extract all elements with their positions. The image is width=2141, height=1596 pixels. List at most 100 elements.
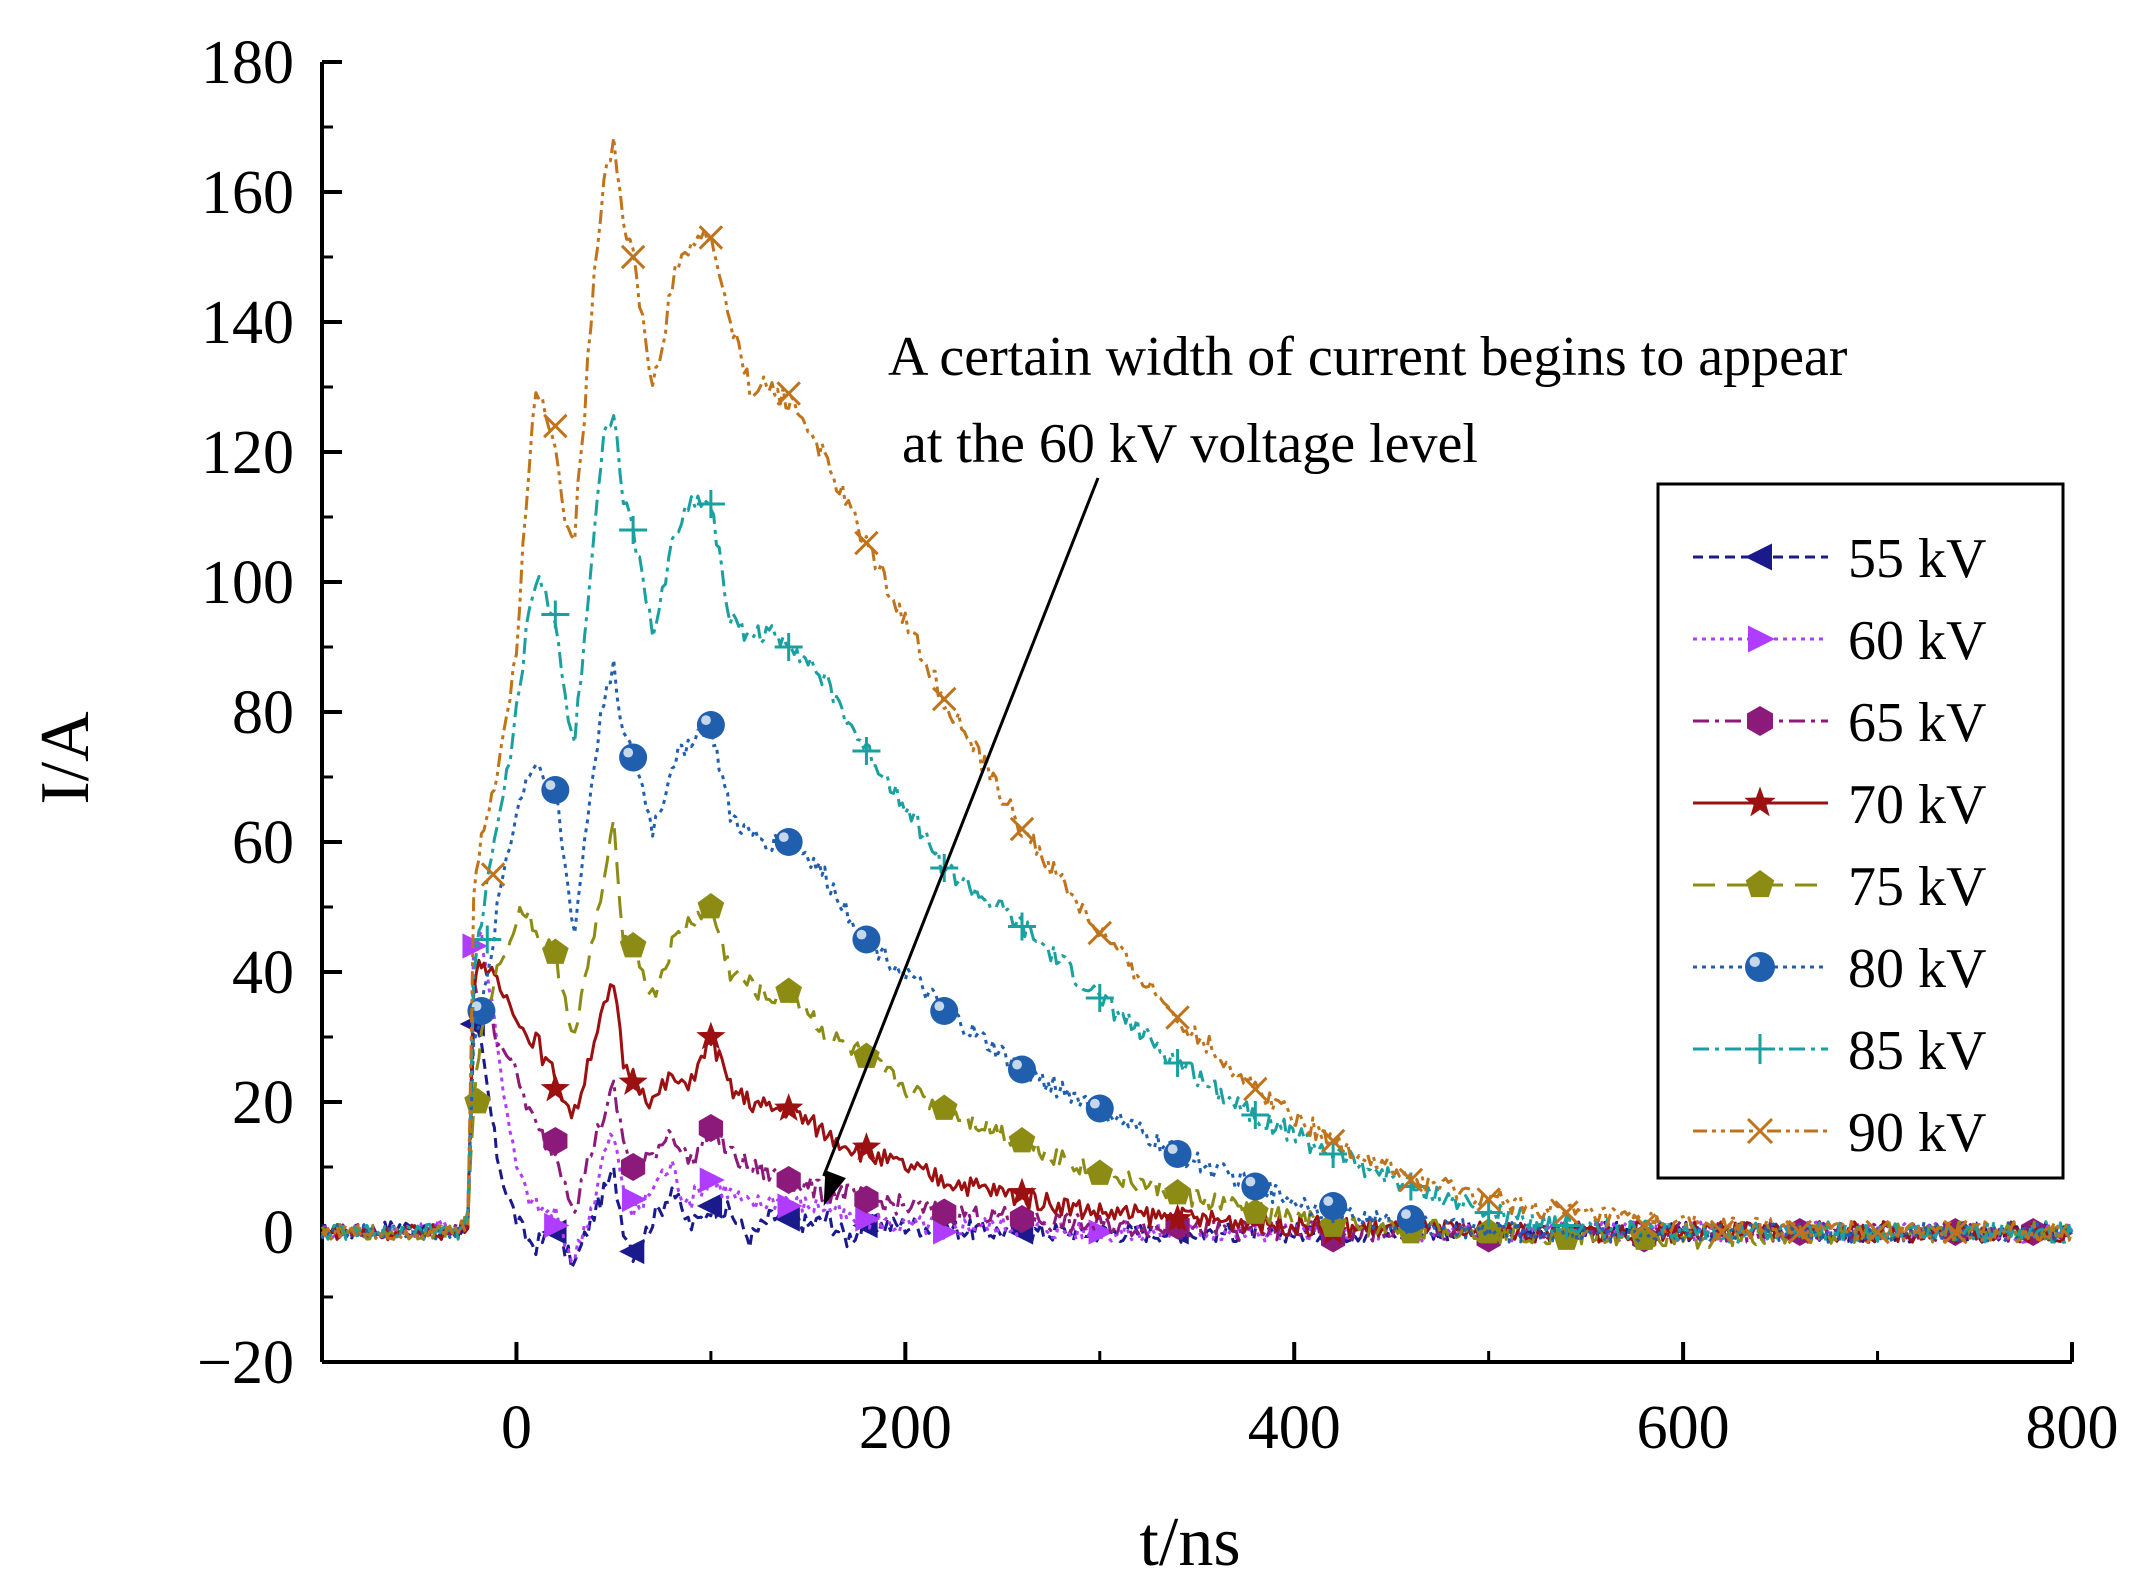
data-point bbox=[1162, 1203, 1193, 1232]
data-point bbox=[854, 1185, 879, 1214]
legend-item: 85 kV bbox=[1693, 1020, 1986, 1082]
data-point bbox=[1165, 1005, 1190, 1030]
data-point bbox=[1008, 1055, 1036, 1084]
y-tick-label: 140 bbox=[201, 289, 294, 357]
data-point bbox=[1709, 1219, 1735, 1245]
data-point bbox=[696, 1021, 726, 1050]
y-tick-label: 0 bbox=[263, 1199, 294, 1267]
data-point bbox=[776, 1166, 801, 1194]
series-75-kv bbox=[320, 817, 2074, 1250]
legend-marker bbox=[1745, 1034, 1775, 1064]
data-point-shine bbox=[1245, 1176, 1256, 1187]
data-point bbox=[1009, 1205, 1035, 1233]
data-point bbox=[1631, 1213, 1657, 1238]
series-line bbox=[320, 929, 2074, 1264]
data-point bbox=[1009, 816, 1035, 842]
legend-label: 80 kV bbox=[1848, 938, 1986, 1000]
data-point bbox=[933, 1219, 959, 1245]
data-point-body bbox=[1319, 1192, 1348, 1220]
data-point bbox=[1086, 1159, 1114, 1185]
y-tick-label: 60 bbox=[232, 809, 294, 877]
annotation-arrow-line bbox=[822, 477, 1100, 1177]
data-point bbox=[852, 737, 881, 765]
data-point-body bbox=[930, 997, 959, 1025]
data-point-shine bbox=[1323, 1196, 1334, 1206]
data-point bbox=[1320, 1128, 1346, 1154]
data-point bbox=[618, 1067, 648, 1095]
data-point bbox=[1787, 1219, 1813, 1245]
legend-box bbox=[1656, 482, 2065, 1180]
x-tick-label: 0 bbox=[501, 1394, 532, 1462]
annotation: A certain width of current begins to app… bbox=[822, 326, 1848, 1206]
data-point bbox=[932, 1198, 957, 1227]
data-point bbox=[1163, 1140, 1192, 1168]
data-point-shine bbox=[778, 832, 789, 842]
annotation-arrow-head bbox=[823, 1170, 846, 1206]
legend-label: 70 kV bbox=[1848, 774, 1986, 836]
legend-marker bbox=[1745, 870, 1775, 898]
data-point-shine bbox=[1401, 1209, 1411, 1219]
series-90-kv bbox=[320, 136, 2074, 1245]
data-point bbox=[1088, 1219, 1114, 1245]
data-point-body bbox=[1085, 1094, 1114, 1123]
data-point bbox=[541, 600, 570, 629]
legend-label: 75 kV bbox=[1848, 856, 1986, 918]
data-point bbox=[1008, 912, 1036, 941]
legend-label: 90 kV bbox=[1848, 1102, 1986, 1164]
x-tick-label: 400 bbox=[1248, 1394, 1341, 1462]
y-tick-label: −20 bbox=[197, 1329, 294, 1397]
series-line bbox=[320, 658, 2073, 1244]
data-point bbox=[774, 1093, 804, 1121]
data-point-body bbox=[619, 743, 648, 772]
legend-item: 55 kV bbox=[1693, 528, 1986, 590]
data-point-shine bbox=[856, 929, 867, 940]
data-point bbox=[541, 776, 570, 804]
series-60-kv bbox=[320, 929, 2074, 1264]
data-point bbox=[1087, 920, 1113, 946]
data-point bbox=[620, 244, 646, 270]
data-point bbox=[1008, 1127, 1036, 1153]
data-point bbox=[1476, 1187, 1501, 1212]
data-point-body bbox=[1396, 1205, 1425, 1233]
legend-marker bbox=[1745, 952, 1775, 982]
legend-item: 75 kV bbox=[1693, 856, 1986, 918]
data-point bbox=[1164, 1179, 1191, 1205]
data-point-shine bbox=[1089, 1098, 1100, 1109]
legend-item: 90 kV bbox=[1693, 1102, 1986, 1164]
legend-label: 85 kV bbox=[1848, 1020, 1986, 1082]
legend-marker bbox=[1746, 1117, 1774, 1145]
legend-marker bbox=[1748, 625, 1775, 653]
legend-marker bbox=[1747, 706, 1773, 736]
data-point bbox=[696, 1193, 723, 1219]
data-point bbox=[619, 743, 648, 772]
legend-label: 60 kV bbox=[1848, 610, 1986, 672]
data-point bbox=[544, 1212, 570, 1239]
data-point bbox=[543, 1127, 568, 1155]
legend-marker-body bbox=[1745, 952, 1775, 982]
data-point-body bbox=[541, 776, 570, 804]
data-point bbox=[776, 381, 801, 406]
legend-label: 65 kV bbox=[1848, 692, 1986, 754]
data-point bbox=[1474, 1198, 1503, 1227]
data-point bbox=[699, 1167, 725, 1193]
x-tick-label: 800 bbox=[2026, 1394, 2119, 1462]
data-point bbox=[775, 977, 802, 1003]
data-point bbox=[777, 1193, 803, 1219]
data-point-shine bbox=[1167, 1144, 1178, 1154]
y-tick-label: 20 bbox=[232, 1069, 294, 1137]
legend-marker-shine bbox=[1749, 956, 1760, 967]
data-point bbox=[697, 893, 725, 919]
data-point bbox=[619, 932, 647, 958]
data-point bbox=[619, 516, 648, 544]
data-point bbox=[696, 711, 725, 739]
legend: 55 kV 60 kV 65 kV 70 kV 75 kV 80 kV 85 kV 90 kV bbox=[1656, 482, 2065, 1180]
data-point bbox=[1554, 1200, 1579, 1225]
data-point bbox=[1552, 1211, 1581, 1240]
data-point bbox=[1007, 1177, 1037, 1206]
data-point bbox=[931, 686, 957, 712]
axes: −20 0 20 40 60 80 100 120 140 160 180 0 200 400 600 800 bbox=[197, 29, 2118, 1462]
data-point-shine bbox=[934, 1001, 945, 1011]
data-point bbox=[774, 1206, 800, 1232]
y-tick-label: 120 bbox=[201, 419, 294, 487]
